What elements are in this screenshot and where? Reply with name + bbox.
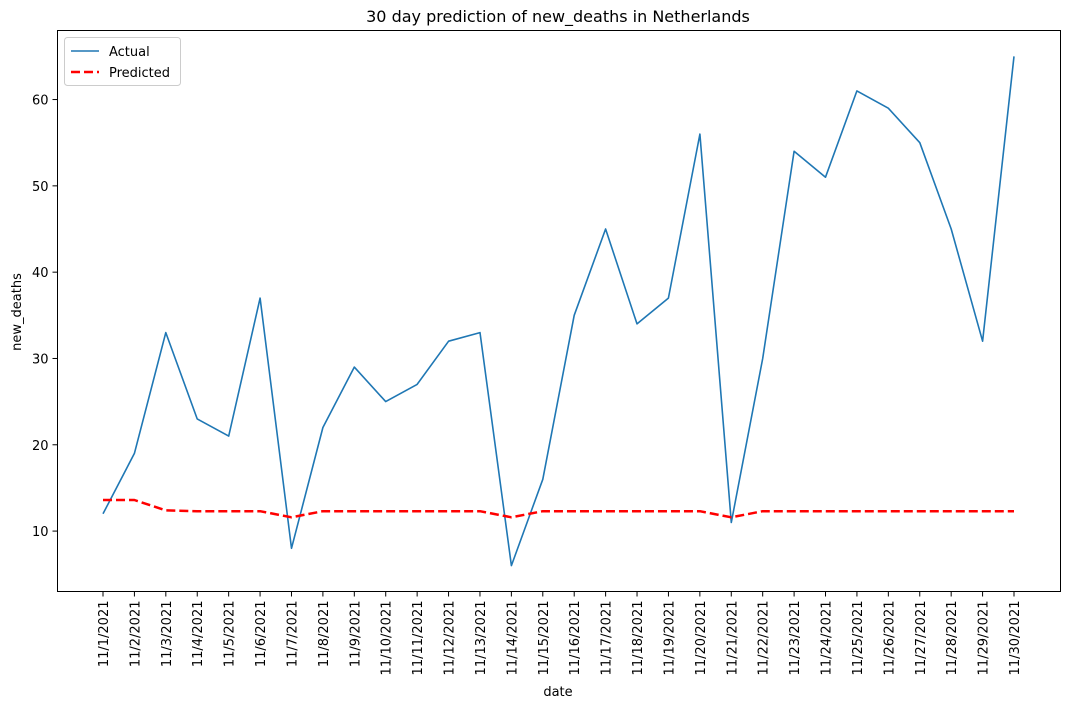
x-tick-label: 11/11/2021 — [411, 601, 426, 676]
x-tick-label: 11/24/2021 — [820, 601, 835, 676]
y-axis: 10 20 30 40 50 60 — [32, 94, 58, 540]
legend-box — [64, 37, 181, 86]
x-tick-label: 11/13/2021 — [474, 601, 489, 676]
x-tick-label: 11/17/2021 — [600, 601, 615, 676]
x-tick-label: 11/18/2021 — [631, 601, 646, 676]
x-tick-label: 11/16/2021 — [568, 601, 583, 676]
y-tick-label: 10 — [32, 525, 49, 540]
x-tick-label: 11/10/2021 — [380, 601, 395, 676]
series-line-actual — [102, 56, 1015, 567]
x-tick-label: 11/27/2021 — [914, 601, 929, 676]
x-tick-label: 11/2/2021 — [128, 601, 143, 668]
x-tick-label: 11/20/2021 — [694, 601, 709, 676]
x-tick-label: 11/12/2021 — [443, 601, 458, 676]
x-tick-label: 11/19/2021 — [662, 601, 677, 676]
y-tick-label: 30 — [32, 352, 49, 367]
x-tick-label: 11/22/2021 — [757, 601, 772, 676]
x-tick-label: 11/7/2021 — [285, 601, 300, 668]
y-axis-label: new_deaths — [10, 273, 25, 351]
x-tick-label: 11/23/2021 — [788, 601, 803, 676]
series-group — [102, 56, 1015, 567]
y-tick-label: 40 — [32, 266, 49, 281]
x-tick-label: 11/21/2021 — [725, 601, 740, 676]
x-tick-label: 11/3/2021 — [160, 601, 175, 668]
x-tick-label: 11/4/2021 — [191, 601, 206, 668]
x-tick-label: 11/8/2021 — [317, 601, 332, 668]
x-axis-label: date — [543, 685, 572, 700]
y-tick-label: 60 — [32, 94, 49, 109]
x-tick-label: 11/15/2021 — [537, 601, 552, 676]
x-tick-label: 11/5/2021 — [223, 601, 238, 668]
x-tick-label: 11/14/2021 — [505, 601, 520, 676]
x-tick-label: 11/1/2021 — [97, 601, 112, 668]
series-line-predicted — [103, 498, 1014, 519]
x-tick-label: 11/26/2021 — [882, 601, 897, 676]
x-axis: 11/1/2021 11/2/2021 11/3/2021 11/4/2021 11/5… — [97, 591, 1023, 676]
y-tick-label: 50 — [32, 180, 49, 195]
x-tick-label: 11/28/2021 — [945, 601, 960, 676]
x-tick-label: 11/30/2021 — [1008, 601, 1023, 676]
legend-label-actual: Actual — [109, 45, 150, 60]
y-tick-label: 20 — [32, 439, 49, 454]
legend-label-predicted: Predicted — [109, 66, 170, 81]
legend: Actual Predicted — [64, 37, 181, 86]
x-tick-label: 11/9/2021 — [348, 601, 363, 668]
x-tick-label: 11/6/2021 — [254, 601, 269, 668]
plot-area — [57, 30, 1061, 592]
x-tick-label: 11/29/2021 — [977, 601, 992, 676]
x-tick-label: 11/25/2021 — [851, 601, 866, 676]
chart-title: 30 day prediction of new_deaths in Nethe… — [366, 7, 750, 27]
